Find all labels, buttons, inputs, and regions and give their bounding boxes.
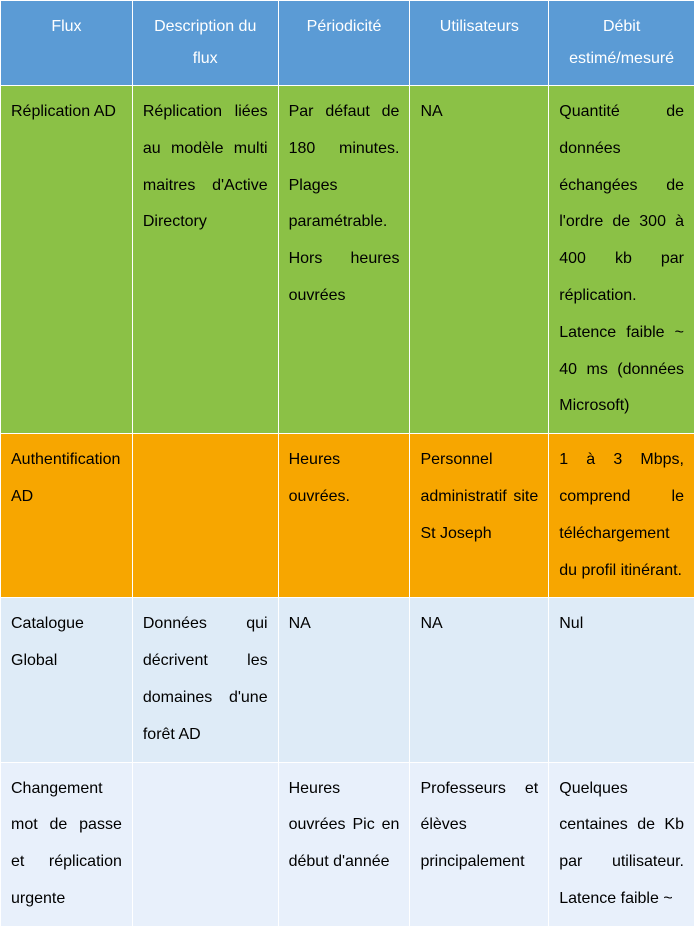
col-header-debit: Débit estimé/mesuré — [549, 1, 695, 86]
cell-periodicite: Heures ouvrées. — [278, 434, 410, 598]
col-header-flux: Flux — [1, 1, 133, 86]
cell-flux: Authentification AD — [1, 434, 133, 598]
cell-description: Réplication liées au modèle multi maitre… — [132, 86, 278, 434]
cell-flux: Catalogue Global — [1, 598, 133, 762]
cell-flux: Changement mot de passe et réplication u… — [1, 762, 133, 926]
cell-description — [132, 434, 278, 598]
cell-periodicite: NA — [278, 598, 410, 762]
cell-periodicite: Par défaut de 180 minutes. Plages paramé… — [278, 86, 410, 434]
cell-utilisateurs: NA — [410, 86, 549, 434]
cell-utilisateurs: Personnel administratif site St Joseph — [410, 434, 549, 598]
cell-description: Données qui décrivent les domaines d'une… — [132, 598, 278, 762]
col-header-description: Description du flux — [132, 1, 278, 86]
header-row: Flux Description du flux Périodicité Uti… — [1, 1, 695, 86]
col-header-utilisateurs: Utilisateurs — [410, 1, 549, 86]
cell-flux: Réplication AD — [1, 86, 133, 434]
col-header-periodicite: Périodicité — [278, 1, 410, 86]
cell-periodicite: Heures ouvrées Pic en début d'année — [278, 762, 410, 926]
table-row: Changement mot de passe et réplication u… — [1, 762, 695, 926]
table-row: Catalogue Global Données qui décrivent l… — [1, 598, 695, 762]
cell-debit: 1 à 3 Mbps, comprend le téléchargement d… — [549, 434, 695, 598]
table-row: Authentification AD Heures ouvrées. Pers… — [1, 434, 695, 598]
cell-utilisateurs: Professeurs et élèves principalement — [410, 762, 549, 926]
cell-description — [132, 762, 278, 926]
table-row: Réplication AD Réplication liées au modè… — [1, 86, 695, 434]
cell-debit: Quantité de données échangées de l'ordre… — [549, 86, 695, 434]
flux-table: Flux Description du flux Périodicité Uti… — [0, 0, 695, 927]
cell-debit: Quelques centaines de Kb par utilisateur… — [549, 762, 695, 926]
cell-utilisateurs: NA — [410, 598, 549, 762]
cell-debit: Nul — [549, 598, 695, 762]
